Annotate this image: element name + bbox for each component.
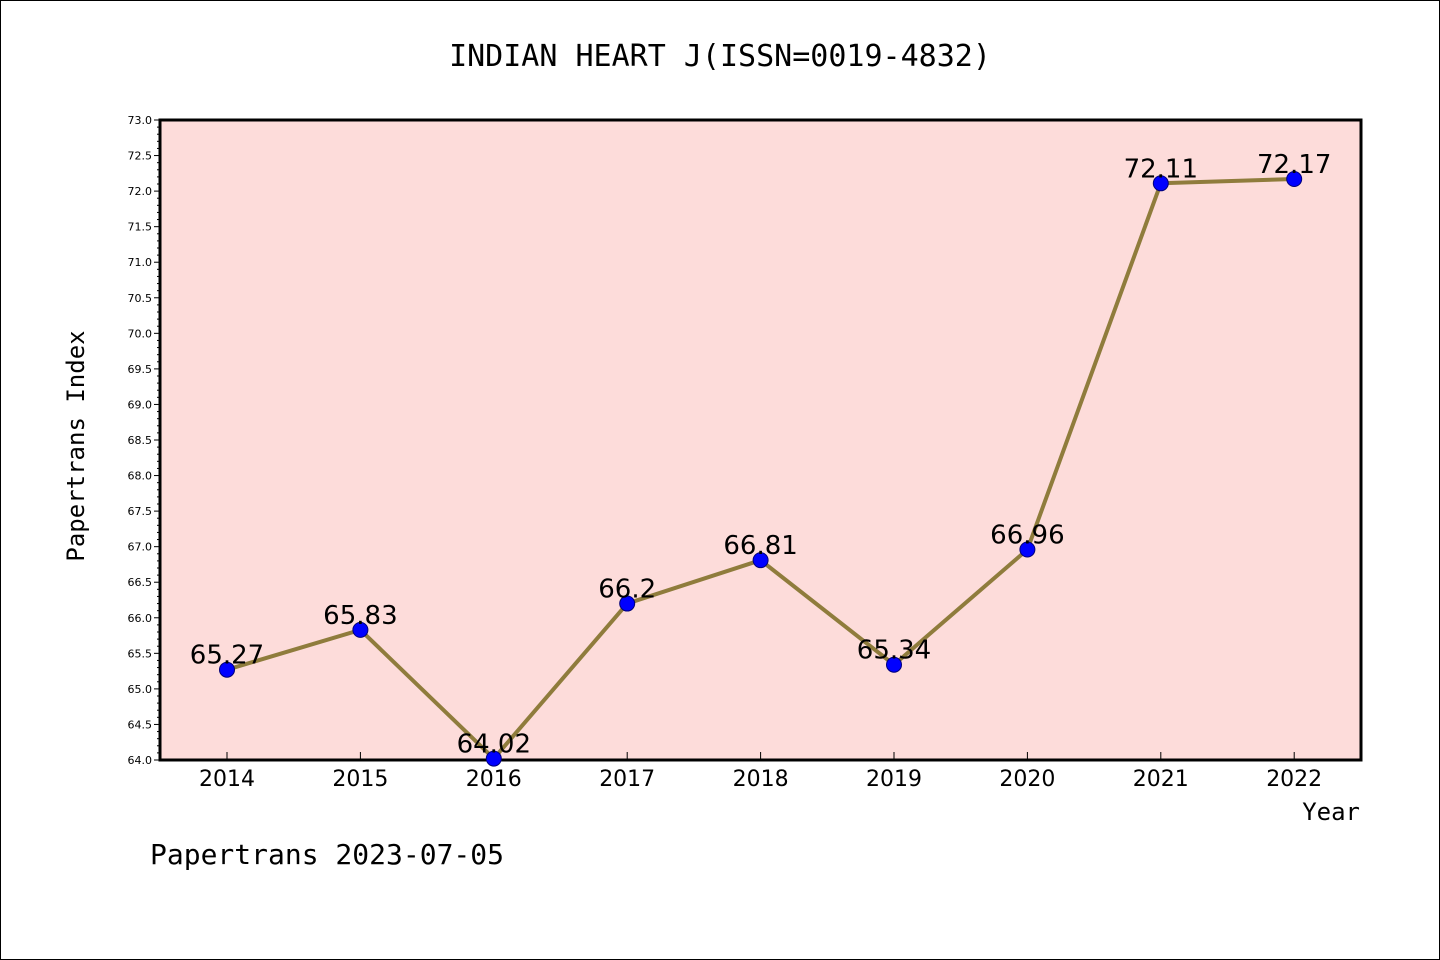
x-tick-label: 2017 bbox=[599, 767, 655, 792]
y-axis: 64.0 64.5 65.0 65.5 66.0 66.5 67.0 67.5 68.0 68.5… bbox=[128, 114, 160, 767]
y-axis-label: Papertrans Index bbox=[62, 330, 90, 561]
x-tick-label: 2016 bbox=[466, 767, 522, 792]
y-tick-label: 68.5 bbox=[128, 434, 153, 447]
chart-title: INDIAN HEART J(ISSN=0019-4832) bbox=[449, 39, 991, 74]
data-point bbox=[1286, 171, 1303, 188]
x-tick-label: 2015 bbox=[332, 767, 388, 792]
y-tick-label: 64.0 bbox=[128, 754, 153, 767]
y-tick-label: 65.0 bbox=[128, 683, 153, 696]
y-tick-label: 66.5 bbox=[128, 576, 153, 589]
y-tick-label: 71.0 bbox=[128, 256, 153, 269]
data-label: 72.17 bbox=[1257, 150, 1331, 180]
data-label: 65.34 bbox=[857, 636, 931, 666]
y-tick-label: 68.0 bbox=[128, 470, 153, 483]
x-tick-label: 2014 bbox=[199, 767, 255, 792]
x-tick-label: 2018 bbox=[733, 767, 789, 792]
data-label: 66.96 bbox=[990, 521, 1064, 551]
x-axis: 2014 2015 2016 2017 2018 2019 2020 2021 2022 bbox=[199, 752, 1322, 792]
data-point bbox=[619, 595, 636, 612]
data-point bbox=[352, 621, 369, 638]
y-tick-label: 71.5 bbox=[128, 221, 153, 234]
x-tick-label: 2021 bbox=[1133, 767, 1189, 792]
y-tick-label: 64.5 bbox=[128, 718, 153, 731]
data-point bbox=[485, 750, 502, 767]
y-tick-label: 65.5 bbox=[128, 647, 153, 660]
data-label: 64.02 bbox=[457, 730, 531, 760]
y-tick-label: 73.0 bbox=[128, 114, 153, 127]
x-tick-label: 2022 bbox=[1266, 767, 1322, 792]
series-layer: 65.27 65.83 64.02 66.2 66.81 65.34 66.96 72.11 7… bbox=[190, 150, 1331, 767]
data-point bbox=[219, 661, 235, 678]
data-point bbox=[886, 656, 902, 673]
x-axis-label: Year bbox=[1302, 798, 1360, 826]
data-label: 66.2 bbox=[598, 575, 656, 605]
data-label: 65.83 bbox=[323, 601, 397, 631]
x-tick-label: 2020 bbox=[999, 767, 1055, 792]
data-label: 65.27 bbox=[190, 641, 264, 671]
y-tick-label: 69.5 bbox=[128, 363, 153, 376]
x-tick-label: 2019 bbox=[866, 767, 922, 792]
y-tick-label: 67.5 bbox=[128, 505, 153, 518]
y-tick-label: 69.0 bbox=[128, 398, 153, 411]
y-tick-label: 66.0 bbox=[128, 612, 153, 625]
plot-area bbox=[158, 118, 1363, 762]
data-point bbox=[1019, 541, 1036, 558]
y-tick-label: 70.0 bbox=[128, 327, 153, 340]
data-label: 66.81 bbox=[723, 531, 797, 561]
data-point bbox=[752, 552, 769, 569]
data-label: 72.11 bbox=[1124, 154, 1198, 184]
y-tick-label: 67.0 bbox=[128, 541, 153, 554]
footer-credit: Papertrans 2023-07-05 bbox=[150, 838, 504, 871]
y-tick-label: 72.5 bbox=[128, 150, 153, 163]
y-tick-label: 72.0 bbox=[128, 185, 153, 198]
y-tick-label: 70.5 bbox=[128, 292, 153, 305]
data-point bbox=[1152, 175, 1169, 192]
